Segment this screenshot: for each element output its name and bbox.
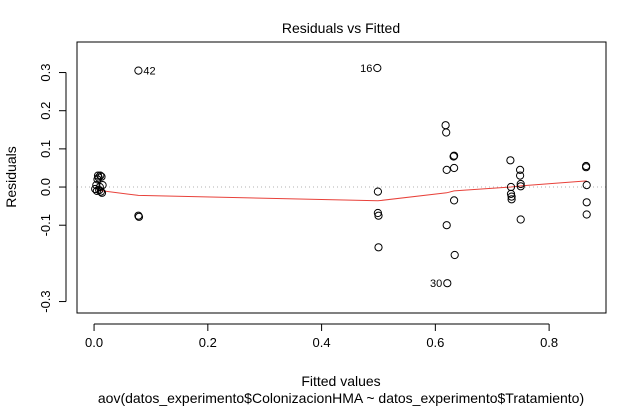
data-point: [582, 163, 591, 172]
data-point: [443, 279, 452, 288]
data-point: [374, 211, 383, 220]
chart-title: Residuals vs Fitted: [282, 20, 400, 36]
data-point: [582, 210, 591, 219]
data-point: [374, 243, 383, 252]
data-point: [98, 181, 107, 190]
data-point: [582, 181, 591, 190]
data-point: [582, 198, 591, 207]
y-tick-label: -0.1: [38, 214, 53, 236]
point-label: 30: [430, 278, 442, 290]
x-axis-sublabel: aov(datos_experimento$ColonizacionHMA ~ …: [98, 390, 584, 406]
point-label: 16: [360, 63, 372, 75]
data-point: [97, 188, 107, 197]
data-point: [97, 172, 106, 181]
data-point: [373, 187, 382, 196]
x-axis: 0.0 0.2 0.4 0.6 0.8: [85, 323, 558, 350]
data-point: [442, 221, 451, 230]
data-point: [516, 215, 525, 224]
y-tick-label: 0.2: [38, 102, 53, 120]
y-axis-label: Residuals: [3, 146, 19, 207]
y-tick-label: 0.3: [38, 63, 53, 81]
x-tick-label: 0.8: [540, 335, 558, 350]
plot-frame: [76, 41, 607, 314]
data-point: [516, 165, 525, 174]
annotation-layer: 42 16 30: [143, 63, 442, 290]
y-tick-label: 0.1: [38, 140, 53, 158]
x-tick-label: 0.6: [426, 335, 444, 350]
data-point: [96, 171, 105, 180]
point-label: 42: [143, 66, 155, 78]
data-point: [516, 179, 525, 189]
data-point: [507, 195, 516, 204]
data-point: [450, 196, 459, 205]
x-tick-label: 0.2: [199, 335, 217, 350]
data-point: [516, 171, 525, 180]
smooth-fit-line: [96, 180, 587, 202]
data-point: [450, 151, 459, 160]
data-point: [506, 156, 515, 165]
x-tick-label: 0.4: [313, 335, 331, 350]
data-point: [442, 165, 451, 174]
data-point: [450, 250, 459, 260]
points-layer: [91, 63, 591, 288]
x-axis-label: Fitted values: [301, 373, 380, 389]
x-tick-label: 0.0: [85, 335, 103, 350]
data-point: [450, 163, 459, 173]
data-point: [516, 182, 525, 191]
y-axis: 0.3 0.2 0.1 0.0 -0.1 -0.3: [38, 63, 67, 313]
data-point: [134, 66, 143, 75]
data-point: [134, 212, 144, 221]
y-tick-label: -0.3: [38, 290, 53, 312]
data-point: [442, 128, 451, 137]
data-point: [507, 192, 516, 201]
data-point: [373, 63, 382, 73]
smooth-line-layer: [96, 180, 587, 202]
y-tick-label: 0.0: [38, 178, 53, 196]
